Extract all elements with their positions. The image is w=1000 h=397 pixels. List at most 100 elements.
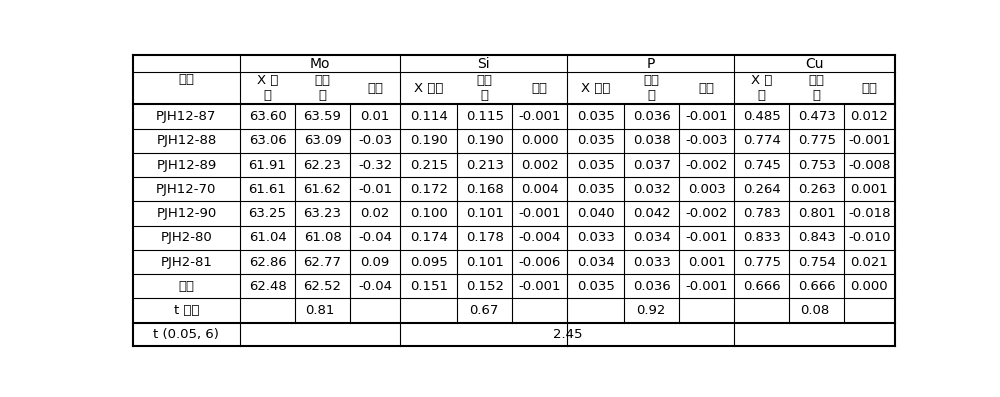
- Text: 0.035: 0.035: [577, 134, 615, 147]
- Text: 0.038: 0.038: [633, 134, 671, 147]
- Text: 0.004: 0.004: [521, 183, 559, 196]
- Text: 0.263: 0.263: [798, 183, 836, 196]
- Text: 0.001: 0.001: [851, 183, 888, 196]
- Text: 0.67: 0.67: [469, 304, 499, 317]
- Text: -0.32: -0.32: [358, 158, 392, 172]
- Text: 63.59: 63.59: [304, 110, 341, 123]
- Text: 0.190: 0.190: [410, 134, 448, 147]
- Text: -0.002: -0.002: [686, 158, 728, 172]
- Text: 0.213: 0.213: [466, 158, 504, 172]
- Text: PJH12-70: PJH12-70: [156, 183, 217, 196]
- Text: 0.843: 0.843: [798, 231, 836, 244]
- Text: 0.178: 0.178: [466, 231, 504, 244]
- Text: t (0.05, 6): t (0.05, 6): [153, 328, 219, 341]
- Text: X 荧光: X 荧光: [581, 82, 611, 94]
- Text: PJH2-80: PJH2-80: [161, 231, 212, 244]
- Text: 0.08: 0.08: [800, 304, 829, 317]
- Text: 比较: 比较: [699, 82, 715, 94]
- Text: -0.002: -0.002: [686, 207, 728, 220]
- Text: 0.152: 0.152: [466, 280, 504, 293]
- Text: 0.01: 0.01: [360, 110, 390, 123]
- Text: X 荧
光: X 荧 光: [751, 74, 772, 102]
- Text: 0.774: 0.774: [743, 134, 781, 147]
- Text: -0.001: -0.001: [848, 134, 891, 147]
- Text: 0.101: 0.101: [466, 207, 504, 220]
- Text: 0.666: 0.666: [743, 280, 781, 293]
- Text: 0.033: 0.033: [577, 231, 615, 244]
- Text: 编号: 编号: [178, 73, 194, 87]
- Text: 0.034: 0.034: [633, 231, 671, 244]
- Text: -0.004: -0.004: [519, 231, 561, 244]
- Text: 0.100: 0.100: [410, 207, 448, 220]
- Text: -0.001: -0.001: [519, 207, 561, 220]
- Text: 0.036: 0.036: [633, 110, 671, 123]
- Text: 0.754: 0.754: [798, 256, 836, 268]
- Text: 63.23: 63.23: [304, 207, 342, 220]
- Text: 0.833: 0.833: [743, 231, 781, 244]
- Text: 61.91: 61.91: [249, 158, 286, 172]
- Text: 平均: 平均: [178, 280, 194, 293]
- Text: -0.001: -0.001: [686, 231, 728, 244]
- Text: 0.775: 0.775: [743, 256, 781, 268]
- Text: PJH12-88: PJH12-88: [156, 134, 217, 147]
- Text: 比较: 比较: [367, 82, 383, 94]
- Text: 63.09: 63.09: [304, 134, 341, 147]
- Text: 0.775: 0.775: [798, 134, 836, 147]
- Text: -0.018: -0.018: [848, 207, 891, 220]
- Text: 0.174: 0.174: [410, 231, 448, 244]
- Text: -0.010: -0.010: [848, 231, 891, 244]
- Text: 63.25: 63.25: [249, 207, 287, 220]
- Text: 0.81: 0.81: [306, 304, 335, 317]
- Text: 0.485: 0.485: [743, 110, 781, 123]
- Text: Si: Si: [478, 56, 490, 71]
- Text: 0.666: 0.666: [798, 280, 836, 293]
- Text: t 统计: t 统计: [174, 304, 199, 317]
- Text: Mo: Mo: [310, 56, 330, 71]
- Text: PJH2-81: PJH2-81: [160, 256, 212, 268]
- Text: 0.002: 0.002: [521, 158, 559, 172]
- Text: 化学
法: 化学 法: [809, 74, 825, 102]
- Text: 0.115: 0.115: [466, 110, 504, 123]
- Text: 0.172: 0.172: [410, 183, 448, 196]
- Text: 比较: 比较: [532, 82, 548, 94]
- Text: -0.006: -0.006: [519, 256, 561, 268]
- Text: 0.000: 0.000: [521, 134, 559, 147]
- Text: 62.23: 62.23: [304, 158, 342, 172]
- Text: 0.745: 0.745: [743, 158, 781, 172]
- Text: X 荧光: X 荧光: [414, 82, 444, 94]
- Text: 0.114: 0.114: [410, 110, 448, 123]
- Text: 0.801: 0.801: [798, 207, 836, 220]
- Text: 63.60: 63.60: [249, 110, 286, 123]
- Text: 61.61: 61.61: [249, 183, 286, 196]
- Text: 0.101: 0.101: [466, 256, 504, 268]
- Text: -0.04: -0.04: [358, 231, 392, 244]
- Text: Cu: Cu: [805, 56, 824, 71]
- Text: PJH12-87: PJH12-87: [156, 110, 217, 123]
- Text: 62.77: 62.77: [304, 256, 342, 268]
- Text: 0.003: 0.003: [688, 183, 726, 196]
- Text: -0.04: -0.04: [358, 280, 392, 293]
- Text: 0.036: 0.036: [633, 280, 671, 293]
- Text: 62.48: 62.48: [249, 280, 286, 293]
- Text: -0.03: -0.03: [358, 134, 392, 147]
- Text: 0.92: 0.92: [636, 304, 665, 317]
- Text: PJH12-89: PJH12-89: [156, 158, 217, 172]
- Text: 2.45: 2.45: [553, 328, 582, 341]
- Text: 0.02: 0.02: [360, 207, 390, 220]
- Text: 0.034: 0.034: [577, 256, 615, 268]
- Text: 0.783: 0.783: [743, 207, 781, 220]
- Text: 63.06: 63.06: [249, 134, 286, 147]
- Text: 62.86: 62.86: [249, 256, 286, 268]
- Text: -0.001: -0.001: [686, 280, 728, 293]
- Text: 0.215: 0.215: [410, 158, 448, 172]
- Text: 0.042: 0.042: [633, 207, 671, 220]
- Text: 0.021: 0.021: [850, 256, 888, 268]
- Text: -0.001: -0.001: [519, 280, 561, 293]
- Text: -0.001: -0.001: [686, 110, 728, 123]
- Text: 61.04: 61.04: [249, 231, 286, 244]
- Text: 62.52: 62.52: [304, 280, 342, 293]
- Text: 化学
法: 化学 法: [644, 74, 660, 102]
- Text: 0.000: 0.000: [851, 280, 888, 293]
- Text: 0.190: 0.190: [466, 134, 504, 147]
- Text: 0.753: 0.753: [798, 158, 836, 172]
